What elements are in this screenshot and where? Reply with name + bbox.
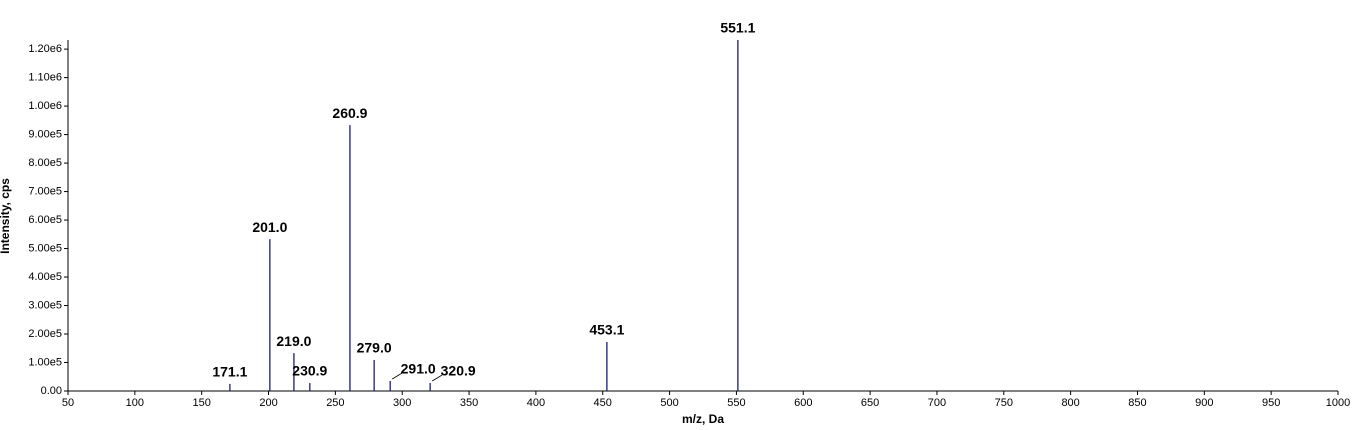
peak-label: 171.1 [212, 364, 247, 380]
x-tick-label: 300 [393, 397, 411, 409]
x-tick-label: 650 [861, 397, 879, 409]
x-tick-label: 850 [1128, 397, 1146, 409]
x-tick-label: 950 [1262, 397, 1280, 409]
y-tick-label: 2.00e5 [28, 328, 62, 340]
y-tick-label: 5.00e5 [28, 242, 62, 254]
x-tick-label: 500 [660, 397, 678, 409]
y-tick-label: 6.00e5 [28, 214, 62, 226]
peak-label: 279.0 [357, 340, 392, 356]
x-tick-label: 350 [460, 397, 478, 409]
y-tick-label: 3.00e5 [28, 299, 62, 311]
leader-line [431, 374, 443, 382]
x-tick-label: 900 [1195, 397, 1213, 409]
x-tick-label: 1000 [1326, 397, 1350, 409]
leader-line [391, 372, 403, 380]
y-tick-label: 7.00e5 [28, 185, 62, 197]
x-axis-title: m/z, Da [682, 412, 724, 426]
y-tick-label: 4.00e5 [28, 271, 62, 283]
peak-label: 230.9 [292, 363, 327, 379]
x-tick-label: 550 [727, 397, 745, 409]
x-tick-label: 700 [928, 397, 946, 409]
peak-label: 551.1 [720, 20, 755, 36]
x-tick-label: 400 [527, 397, 545, 409]
y-tick-label: 1.00e5 [28, 356, 62, 368]
peak-label: 260.9 [332, 105, 367, 121]
peak-label: 453.1 [589, 322, 624, 338]
x-tick-label: 50 [62, 397, 74, 409]
x-tick-label: 150 [193, 397, 211, 409]
y-tick-label: 1.20e6 [28, 43, 62, 55]
x-tick-label: 750 [995, 397, 1013, 409]
x-tick-label: 450 [594, 397, 612, 409]
peak-label: 201.0 [252, 219, 287, 235]
y-tick-label: 8.00e5 [28, 157, 62, 169]
y-tick-label: 0.00 [41, 385, 62, 397]
x-tick-label: 200 [259, 397, 277, 409]
x-tick-label: 600 [794, 397, 812, 409]
y-tick-label: 1.00e6 [28, 100, 62, 112]
x-tick-label: 800 [1061, 397, 1079, 409]
y-tick-label: 1.10e6 [28, 72, 62, 84]
peak-label: 219.0 [276, 333, 311, 349]
peak-label: 291.0 [401, 361, 436, 377]
x-tick-label: 250 [326, 397, 344, 409]
y-axis-title: Intensity, cps [0, 178, 12, 254]
x-tick-label: 100 [126, 397, 144, 409]
y-tick-label: 9.00e5 [28, 128, 62, 140]
peak-label: 320.9 [441, 363, 476, 379]
